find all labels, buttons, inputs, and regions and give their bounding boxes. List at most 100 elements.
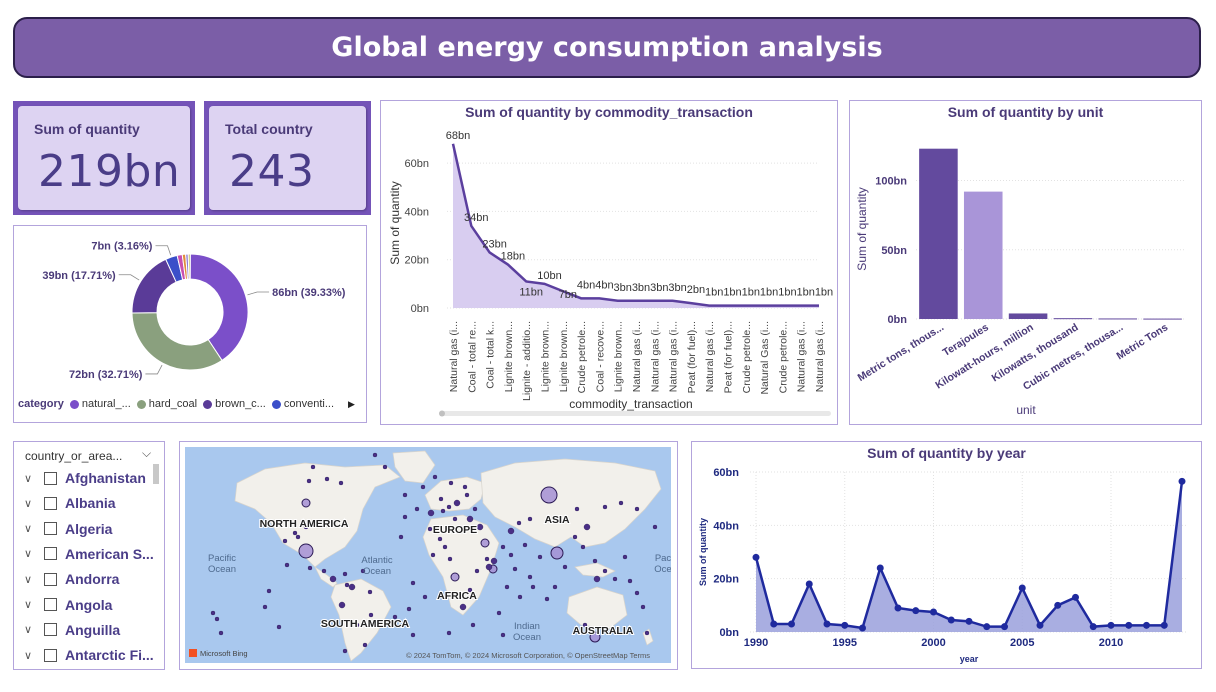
- data-point[interactable]: [805, 580, 813, 588]
- legend-item[interactable]: natural_...: [81, 398, 131, 410]
- legend-item[interactable]: hard_coal: [148, 398, 198, 410]
- chevron-down-icon[interactable]: ∨: [24, 573, 33, 586]
- map-data-point[interactable]: [342, 648, 348, 654]
- donut-chart-panel[interactable]: 86bn (39.33%) 72bn (32.71%) 39bn (17.71%) 7…: [13, 225, 367, 423]
- map-data-point[interactable]: [562, 564, 568, 570]
- map-data-point[interactable]: [354, 622, 360, 628]
- data-point[interactable]: [1018, 584, 1026, 592]
- map-data-point[interactable]: [295, 534, 301, 540]
- map-data-point[interactable]: [517, 594, 523, 600]
- map-data-point[interactable]: [470, 622, 476, 628]
- slicer-item[interactable]: ∨ Afghanistan: [24, 468, 146, 488]
- map-data-point[interactable]: [427, 509, 435, 517]
- map-data-point[interactable]: [580, 544, 586, 550]
- map-data-point[interactable]: [324, 476, 330, 482]
- map-data-point[interactable]: [446, 504, 452, 510]
- chevron-down-icon[interactable]: ⌵: [142, 446, 152, 460]
- data-point[interactable]: [841, 621, 849, 629]
- map-data-point[interactable]: [466, 515, 474, 523]
- map-data-point[interactable]: [527, 574, 533, 580]
- bar[interactable]: [1098, 318, 1138, 320]
- map-data-point[interactable]: [602, 504, 608, 510]
- map-data-point[interactable]: [500, 632, 506, 638]
- checkbox[interactable]: [44, 648, 57, 662]
- data-point[interactable]: [788, 620, 795, 628]
- chevron-down-icon[interactable]: ∨: [24, 649, 33, 662]
- map-data-point[interactable]: [442, 544, 448, 550]
- map-data-point[interactable]: [368, 612, 374, 618]
- map-data-point[interactable]: [440, 508, 446, 514]
- chevron-down-icon[interactable]: ∨: [24, 523, 33, 536]
- chevron-down-icon[interactable]: ∨: [24, 624, 33, 637]
- bar[interactable]: [919, 148, 958, 319]
- donut-slice[interactable]: [131, 312, 223, 371]
- data-point[interactable]: [930, 608, 937, 616]
- map-data-point[interactable]: [214, 616, 220, 622]
- data-point[interactable]: [770, 620, 778, 628]
- map-data-point[interactable]: [447, 556, 453, 562]
- slicer-item[interactable]: ∨ Andorra: [24, 569, 119, 589]
- map-data-point[interactable]: [301, 498, 311, 508]
- data-point[interactable]: [752, 553, 760, 561]
- map-data-point[interactable]: [437, 536, 443, 542]
- map-data-point[interactable]: [462, 484, 468, 490]
- map-data-point[interactable]: [484, 556, 490, 562]
- data-point[interactable]: [894, 604, 902, 612]
- map-data-point[interactable]: [438, 496, 444, 502]
- map-data-point[interactable]: [276, 624, 282, 630]
- map-data-point[interactable]: [372, 452, 378, 458]
- map-data-point[interactable]: [459, 603, 467, 611]
- map-data-point[interactable]: [398, 534, 404, 540]
- map-data-point[interactable]: [402, 514, 408, 520]
- map-data-point[interactable]: [452, 516, 458, 522]
- data-point[interactable]: [1107, 621, 1115, 629]
- scrollbar-thumb[interactable]: [153, 464, 159, 484]
- commodity-chart-panel[interactable]: Sum of quantity by commodity_transaction…: [380, 100, 838, 425]
- map-data-point[interactable]: [582, 622, 588, 628]
- map-data-point[interactable]: [282, 538, 288, 544]
- map-data-point[interactable]: [292, 530, 298, 536]
- checkbox[interactable]: [44, 572, 57, 586]
- donut-chart[interactable]: 86bn (39.33%) 72bn (32.71%) 39bn (17.71%) 7…: [14, 226, 368, 394]
- map-data-point[interactable]: [303, 524, 309, 530]
- map-data-point[interactable]: [602, 568, 608, 574]
- map-data-point[interactable]: [572, 534, 578, 540]
- donut-slice[interactable]: [189, 253, 249, 362]
- country-slicer[interactable]: country_or_area... ⌵ ∨ Afghanistan ∨ Albani…: [13, 441, 165, 670]
- slicer-item[interactable]: ∨ Antarctic Fi...: [24, 645, 154, 665]
- map-data-point[interactable]: [583, 523, 591, 531]
- slicer-item[interactable]: ∨ Anguilla: [24, 620, 120, 640]
- data-point[interactable]: [859, 624, 866, 632]
- bar[interactable]: [1053, 318, 1093, 320]
- map-data-point[interactable]: [504, 584, 510, 590]
- map-data-point[interactable]: [618, 500, 624, 506]
- map-data-point[interactable]: [476, 523, 484, 531]
- map-data-point[interactable]: [433, 525, 441, 533]
- data-point[interactable]: [1178, 477, 1186, 485]
- bar[interactable]: [963, 191, 1003, 319]
- map-data-point[interactable]: [410, 632, 416, 638]
- map-data-point[interactable]: [298, 543, 314, 559]
- map-data-point[interactable]: [472, 506, 478, 512]
- map-data-point[interactable]: [634, 506, 640, 512]
- chevron-down-icon[interactable]: ∨: [24, 472, 33, 485]
- chevron-down-icon[interactable]: ∨: [24, 497, 33, 510]
- map-data-point[interactable]: [652, 524, 658, 530]
- horizontal-scrollbar[interactable]: [439, 411, 831, 416]
- map-data-point[interactable]: [540, 486, 558, 504]
- map-data-point[interactable]: [593, 575, 601, 583]
- map-data-point[interactable]: [218, 630, 224, 636]
- map-data-point[interactable]: [382, 464, 388, 470]
- map-data-point[interactable]: [414, 506, 420, 512]
- map-data-point[interactable]: [284, 562, 290, 568]
- map-data-point[interactable]: [344, 582, 350, 588]
- map-data-point[interactable]: [612, 576, 618, 582]
- year-chart-panel[interactable]: Sum of quantity by year 0bn 20bn 40bn 60bn 1…: [691, 441, 1202, 669]
- map-data-point[interactable]: [522, 542, 528, 548]
- map-data-point[interactable]: [348, 583, 356, 591]
- data-point[interactable]: [1143, 621, 1150, 629]
- map-data-point[interactable]: [450, 572, 460, 582]
- map-data-point[interactable]: [464, 492, 470, 498]
- map-data-point[interactable]: [422, 594, 428, 600]
